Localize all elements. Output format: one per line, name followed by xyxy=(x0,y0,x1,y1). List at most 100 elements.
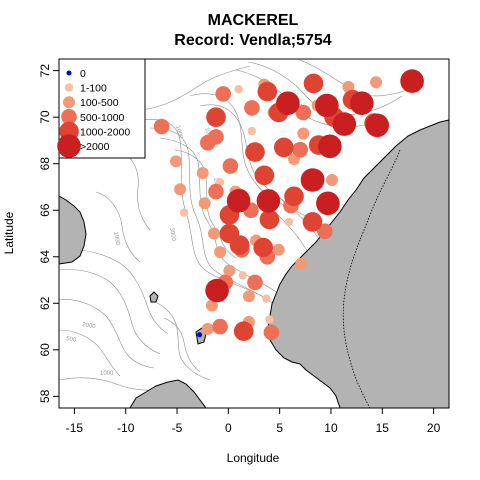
legend-marker xyxy=(64,83,74,92)
catch-point xyxy=(326,174,338,186)
contour-label: 1000 xyxy=(100,371,114,377)
catch-point xyxy=(206,107,226,127)
y-axis: 58 60 62 64 66 68 70 72 xyxy=(38,64,59,403)
catch-point xyxy=(196,167,209,179)
y-tick-label: 72 xyxy=(38,64,52,78)
catch-point xyxy=(234,85,243,94)
legend-marker xyxy=(61,109,77,125)
catch-point xyxy=(200,135,216,151)
catch-point xyxy=(174,183,187,196)
catch-point xyxy=(370,76,383,89)
x-axis-label: Longitude xyxy=(227,451,280,465)
catch-point xyxy=(214,246,227,259)
x-axis: -15 -10 -5 0 5 10 15 20 xyxy=(66,408,441,435)
chart-title: MACKEREL xyxy=(208,12,299,29)
catch-point xyxy=(208,227,220,240)
legend-label: 0 xyxy=(80,68,86,80)
y-tick-label: 60 xyxy=(38,343,52,357)
catch-point xyxy=(257,81,278,102)
contour-label: 500 xyxy=(66,336,78,344)
legend: 0 1-100 100-500 500-1000 1000-2000 >2000 xyxy=(57,58,146,159)
catch-point xyxy=(198,197,211,210)
contour-line xyxy=(59,269,161,355)
border-line xyxy=(359,149,401,241)
catch-point xyxy=(208,183,224,200)
catch-point xyxy=(295,257,308,270)
catch-point xyxy=(284,186,304,207)
contour-line xyxy=(59,249,169,335)
legend-marker xyxy=(63,96,75,109)
catch-point xyxy=(272,243,285,256)
catch-point xyxy=(332,112,357,136)
x-tick-label: 5 xyxy=(276,421,283,435)
catch-point xyxy=(197,332,203,338)
legend-items: 0 1-100 100-500 500-1000 1000-2000 >2000 xyxy=(57,68,130,158)
x-tick-label: 0 xyxy=(225,421,232,435)
contour-line xyxy=(149,299,211,381)
catch-point xyxy=(238,271,247,280)
catch-point xyxy=(153,118,170,135)
y-tick-label: 70 xyxy=(38,110,52,124)
contour-line xyxy=(59,299,155,369)
catch-point xyxy=(233,321,254,342)
catch-point xyxy=(300,168,325,192)
legend-label: 1000-2000 xyxy=(80,126,130,138)
chart-subtitle: Record: Vendla;5754 xyxy=(174,32,332,49)
catch-point xyxy=(222,158,239,174)
land xyxy=(59,119,449,408)
catch-point xyxy=(212,318,228,335)
catch-point xyxy=(318,134,342,159)
catch-point xyxy=(262,294,271,303)
contour-label: 1000 xyxy=(112,231,120,246)
catch-point xyxy=(170,155,182,168)
catch-point xyxy=(256,189,281,213)
contour-line xyxy=(189,93,337,241)
legend-label: 1-100 xyxy=(80,83,107,95)
x-tick-label: 20 xyxy=(427,421,441,435)
catch-point xyxy=(265,315,274,324)
land-scotland xyxy=(129,379,207,408)
y-tick-label: 64 xyxy=(38,250,52,264)
y-axis-label: Latitude xyxy=(2,211,16,254)
land-iceland xyxy=(59,195,87,265)
catch-point xyxy=(223,264,236,277)
catch-point xyxy=(292,141,309,158)
land-faroes xyxy=(149,291,159,303)
contour-label: 1000 xyxy=(174,125,183,140)
catch-point xyxy=(317,223,333,239)
y-tick-label: 66 xyxy=(38,203,52,217)
x-tick-label: -15 xyxy=(66,421,84,435)
contour-label: 2000 xyxy=(82,322,97,330)
x-tick-label: 10 xyxy=(324,421,338,435)
catch-point xyxy=(215,86,231,102)
catch-point xyxy=(253,237,273,258)
map-layer: 1000 1000 2000 3000 1000 500 2000 1000 2… xyxy=(59,59,449,408)
catch-point xyxy=(226,189,251,213)
contour-line xyxy=(59,329,121,377)
catch-point xyxy=(180,208,189,217)
catch-point xyxy=(263,324,280,341)
catch-point xyxy=(342,80,355,93)
legend-label: 100-500 xyxy=(80,97,119,109)
y-tick-label: 58 xyxy=(38,389,52,403)
border-line xyxy=(342,239,371,408)
catch-point xyxy=(201,322,214,335)
catch-point xyxy=(205,299,218,312)
catch-point xyxy=(302,212,323,232)
catch-point xyxy=(295,104,312,121)
catch-point xyxy=(297,127,310,140)
catch-point xyxy=(365,113,390,138)
catch-point xyxy=(247,126,257,136)
catch-point xyxy=(244,100,260,116)
contour-label: 3000 xyxy=(168,227,176,242)
x-tick-label: 15 xyxy=(376,421,390,435)
catch-point xyxy=(350,91,374,115)
catch-point xyxy=(259,209,280,230)
catch-point xyxy=(284,217,294,227)
catch-point xyxy=(274,137,294,158)
catch-point xyxy=(205,278,229,303)
y-tick-label: 68 xyxy=(38,157,52,171)
catch-point xyxy=(316,191,340,216)
y-tick-label: 62 xyxy=(38,296,52,310)
